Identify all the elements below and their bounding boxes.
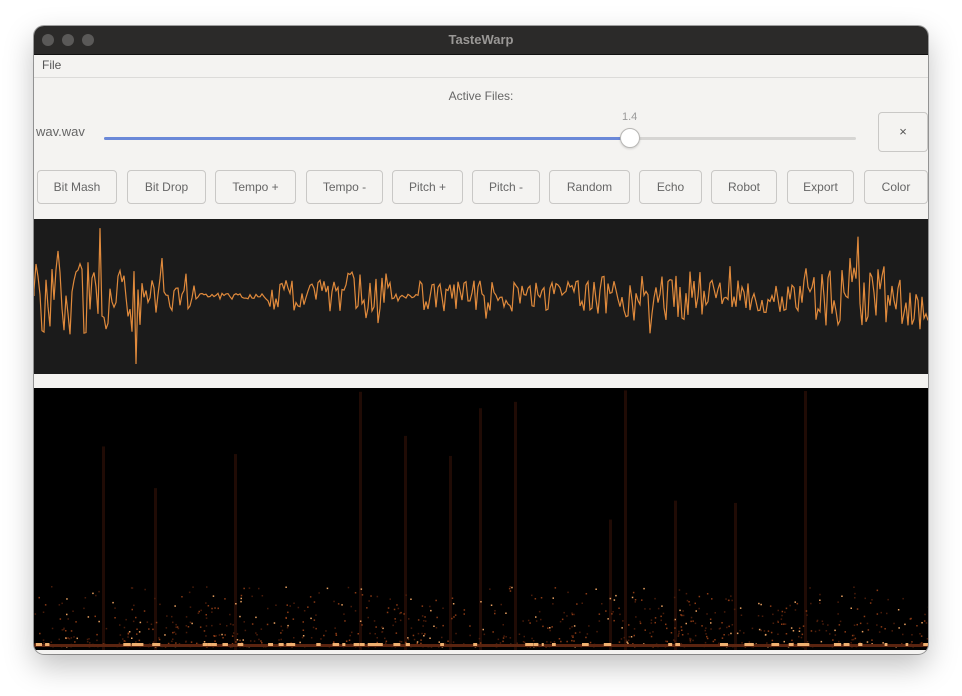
waveform-line [34,228,928,365]
spectrogram-energy [34,390,928,650]
zoom-window-button[interactable] [82,34,94,46]
echo-button[interactable]: Echo [639,170,702,204]
slider-fill [104,137,630,140]
remove-file-button[interactable]: × [878,112,928,152]
title-bar: TasteWarp [34,26,928,55]
close-icon: × [899,124,907,139]
waveform-plot [34,228,928,365]
active-files-label: Active Files: [448,89,514,103]
random-button[interactable]: Random [549,170,630,204]
tempo-up-button[interactable]: Tempo + [215,170,296,204]
app-window: TasteWarp File Active Files: wav.wav 1.4… [34,26,928,654]
menu-bar: File [34,55,928,78]
pitch-up-button[interactable]: Pitch + [392,170,463,204]
color-button[interactable]: Color [864,170,928,204]
close-window-button[interactable] [42,34,54,46]
menu-file[interactable]: File [42,58,62,72]
robot-button[interactable]: Robot [711,170,777,204]
spectrogram-view[interactable] [34,388,928,650]
bit-drop-button[interactable]: Bit Drop [127,170,206,204]
slider-knob[interactable] [619,128,640,148]
file-slider[interactable] [104,137,856,140]
bit-mash-button[interactable]: Bit Mash [37,170,117,204]
export-button[interactable]: Export [787,170,854,204]
minimize-window-button[interactable] [62,34,74,46]
slider-value: 1.4 [622,111,638,123]
spectrogram-plot [34,390,928,650]
waveform-view[interactable] [34,219,928,374]
tempo-down-button[interactable]: Tempo - [306,170,383,204]
pitch-down-button[interactable]: Pitch - [472,170,540,204]
file-name: wav.wav [36,124,85,139]
window-title: TasteWarp [448,32,514,47]
